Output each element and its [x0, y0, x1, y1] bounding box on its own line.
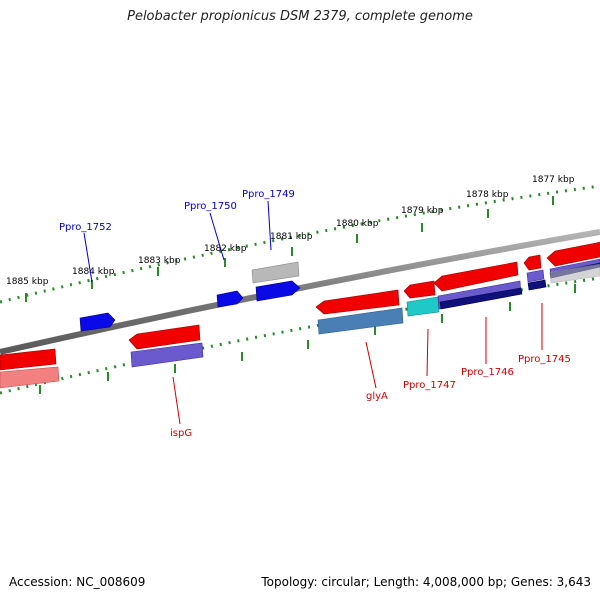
- scale-label: 1881 kbp: [270, 232, 313, 242]
- scale-label: 1885 kbp: [6, 277, 49, 287]
- gene-dark-small[interactable]: [527, 279, 547, 291]
- forward-label-leaders: [83, 200, 272, 283]
- reverse-strand-genes: [0, 241, 600, 389]
- leader-line: [267, 200, 272, 251]
- reverse-label-leaders: [172, 303, 543, 425]
- gene-label-ppro-1752[interactable]: Ppro_1752: [59, 222, 112, 233]
- gene-label-ppro-1747[interactable]: Ppro_1747: [403, 380, 456, 391]
- scale-label: 1883 kbp: [138, 256, 181, 266]
- accession-label: Accession: NC_008609: [9, 575, 146, 589]
- outer-tick-track: [0, 184, 600, 304]
- scale-label: 1879 kbp: [401, 206, 444, 216]
- gene-label-ppro-1750[interactable]: Ppro_1750: [184, 201, 237, 212]
- gene-label-ppro-1746[interactable]: Ppro_1746: [461, 367, 514, 378]
- gene-label-ppro-1745[interactable]: Ppro_1745: [518, 354, 571, 365]
- topology-summary: Topology: circular; Length: 4,008,000 bp…: [261, 575, 591, 589]
- leader-line: [426, 328, 429, 377]
- inner-tick-ring: [0, 276, 600, 395]
- gene-ispg[interactable]: [128, 324, 201, 350]
- gene-ppro-1746-domain-dark[interactable]: [439, 287, 523, 310]
- gene-glya[interactable]: [315, 289, 400, 315]
- gene-ppro-1747-domain[interactable]: [406, 296, 440, 317]
- gene-ispg-domain[interactable]: [130, 342, 204, 368]
- gene-label-glya[interactable]: glyA: [366, 391, 388, 402]
- gene-grey-right[interactable]: [549, 263, 600, 284]
- gene-ppro-1750[interactable]: [216, 290, 244, 308]
- scale-label: 1880 kbp: [336, 219, 379, 229]
- gene-glya-domain[interactable]: [317, 307, 404, 335]
- major-ticks: [25, 196, 554, 302]
- forward-strand-genes: [79, 261, 545, 332]
- leader-line: [83, 232, 93, 283]
- gene-red-left[interactable]: [0, 348, 57, 371]
- gene-small-forward[interactable]: [526, 269, 545, 283]
- gene-red-edge[interactable]: [596, 242, 600, 252]
- gene-red-small[interactable]: [523, 254, 542, 271]
- map-title: Pelobacter propionicus DSM 2379, complet…: [127, 9, 473, 24]
- gene-ppro-1749[interactable]: [255, 280, 301, 302]
- leader-line: [365, 341, 377, 389]
- inner-tick-track: [0, 276, 600, 395]
- gene-ppro-1747[interactable]: [403, 280, 436, 299]
- scale-label: 1877 kbp: [532, 175, 575, 185]
- gene-grey-1[interactable]: [251, 261, 300, 284]
- inner-major-ticks: [39, 284, 576, 394]
- gene-ppro-1746[interactable]: [433, 261, 519, 292]
- outer-tick-ring: [0, 184, 600, 304]
- gene-label-ppro-1749[interactable]: Ppro_1749: [242, 189, 295, 200]
- gene-ppro-1752[interactable]: [79, 312, 116, 332]
- leader-line: [209, 212, 225, 261]
- gene-pink-left[interactable]: [0, 366, 60, 389]
- gene-label-ispg[interactable]: ispG: [170, 428, 192, 439]
- scale-label: 1882 kbp: [204, 244, 247, 254]
- gene-ppro-1745[interactable]: [546, 241, 600, 267]
- scale-label: 1884 kbp: [72, 267, 115, 277]
- scale-label: 1878 kbp: [466, 190, 509, 200]
- leader-line: [172, 376, 181, 425]
